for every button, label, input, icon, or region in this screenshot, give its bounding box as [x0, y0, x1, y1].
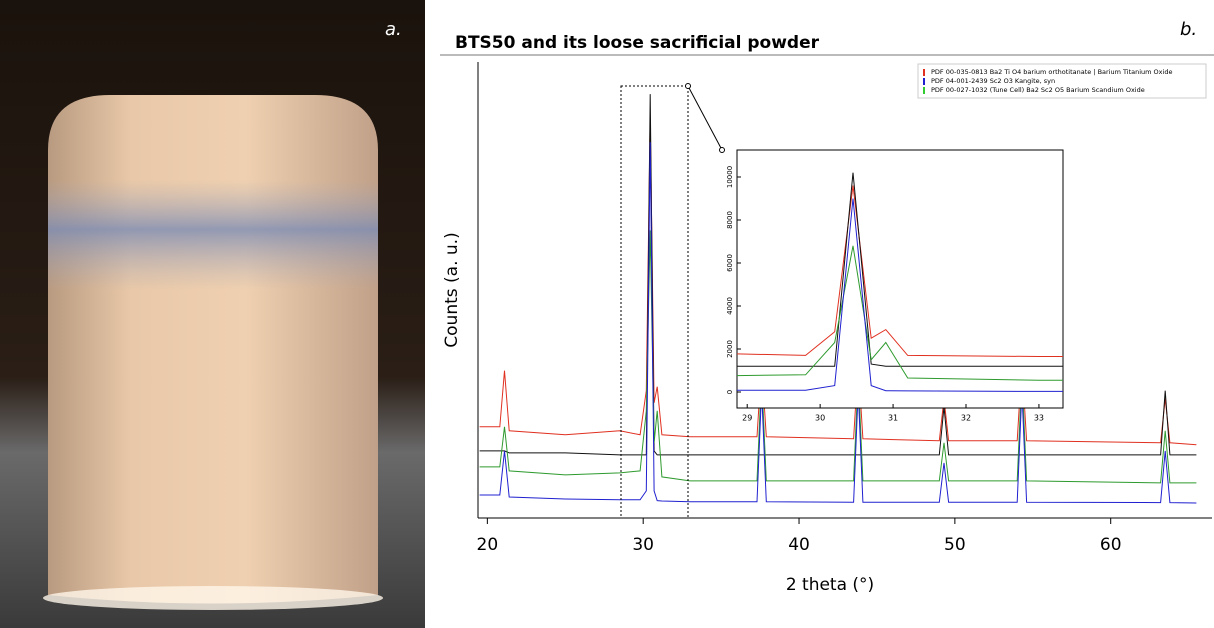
zoom-connector	[687, 85, 723, 151]
photo-blue-band	[48, 180, 378, 290]
inset-x-tick-label: 31	[888, 414, 898, 423]
y-axis-label: Counts (a. u.)	[442, 232, 462, 347]
inset-y-tick-label: 8000	[726, 211, 734, 229]
chart-title: BTS50 and its loose sacrificial powder	[455, 33, 820, 53]
zoom-marker	[719, 147, 725, 153]
x-tick-label: 30	[632, 535, 654, 555]
inset-frame	[736, 149, 1064, 409]
inset-y-tick-label: 4000	[726, 297, 734, 315]
inset-y-tick-label: 6000	[726, 254, 734, 272]
photo-highlight	[43, 586, 383, 610]
inset-y-tick-label: 10000	[726, 166, 734, 188]
zoom-marker	[685, 83, 691, 89]
photo-cylinder	[48, 95, 378, 604]
legend-label: PDF 04-001-2439 Sc2 O3 Kangite, syn	[931, 77, 1055, 85]
panel-label: a.	[385, 19, 402, 40]
inset-x-tick-label: 33	[1034, 414, 1044, 423]
legend-label: PDF 00-035-0813 Ba2 Ti O4 barium orthoti…	[931, 68, 1172, 76]
x-tick-label: 60	[1100, 535, 1122, 555]
x-tick-label: 20	[477, 535, 499, 555]
inset-x-tick-label: 32	[961, 414, 971, 423]
legend-swatch	[923, 69, 925, 76]
x-tick-label: 50	[944, 535, 966, 555]
zoom-box	[620, 85, 689, 519]
legend-box	[917, 63, 1207, 99]
x-tick-label: 40	[788, 535, 810, 555]
legend: PDF 00-035-0813 Ba2 Ti O4 barium orthoti…	[917, 63, 1207, 99]
legend-swatch	[923, 78, 925, 85]
legend-label: PDF 00-027-1032 (Tune Cell) Ba2 Sc2 O5 B…	[931, 86, 1145, 94]
inset-x-tick-label: 30	[815, 414, 825, 423]
inset-x-tick-label: 29	[742, 414, 752, 423]
inset-y-tick-label: 2000	[726, 340, 734, 358]
x-axis-label: 2 theta (°)	[786, 575, 874, 595]
panel-label: b.	[1180, 19, 1197, 40]
spectrum-line	[479, 94, 1197, 456]
inset-y-tick-label: 0	[726, 390, 734, 394]
legend-swatch	[923, 87, 925, 94]
